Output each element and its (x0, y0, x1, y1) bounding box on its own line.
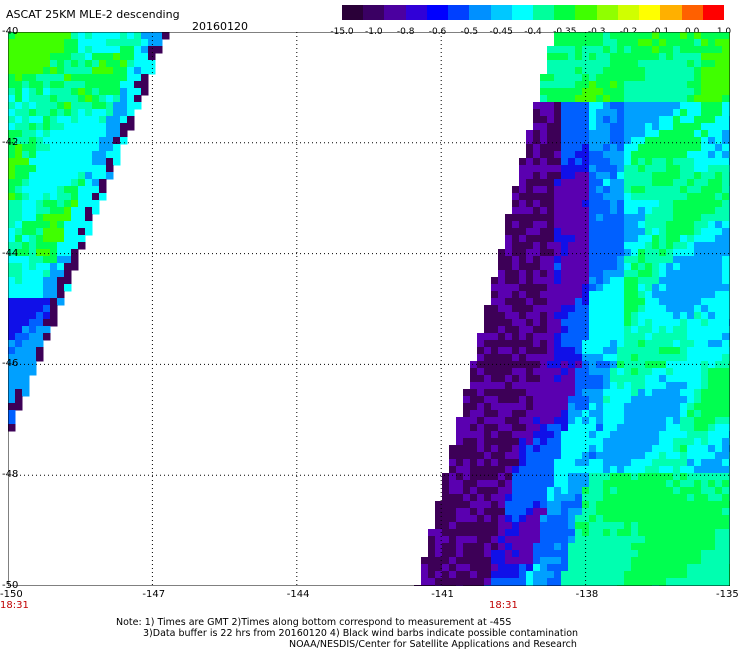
time-label: 18:31 (489, 600, 518, 611)
color-swatch (405, 5, 427, 20)
map-date: 20160120 (192, 20, 248, 33)
map-title: ASCAT 25KM MLE-2 descending (6, 8, 180, 21)
color-swatch (660, 5, 682, 20)
color-swatch (532, 5, 555, 20)
note-line-3: NOAA/NESDIS/Center for Satellite Applica… (289, 639, 577, 650)
time-label: 18:31 (0, 600, 29, 611)
lat-tick-label: -40 (2, 26, 19, 37)
note-line-1: Note: 1) Times are GMT 2)Times along bot… (116, 617, 512, 628)
lon-tick-label: -147 (142, 589, 166, 600)
lat-tick-label: -48 (2, 469, 19, 481)
color-swatch (490, 5, 512, 20)
color-swatch (681, 5, 703, 20)
lon-tick-label: -144 (286, 589, 310, 600)
note-line-2: 3)Data buffer is 22 hrs from 20160120 4)… (143, 628, 579, 639)
color-swatch (469, 5, 491, 20)
color-legend-bar (342, 5, 724, 20)
color-swatch (342, 5, 364, 20)
color-swatch (426, 5, 449, 20)
color-swatch (596, 5, 618, 20)
lat-tick-label: -50 (2, 580, 19, 591)
lon-tick-label: -135 (716, 589, 739, 600)
lon-tick-label: -141 (431, 589, 454, 600)
lat-lon-grid (8, 32, 730, 586)
lat-tick-label: -46 (2, 358, 19, 370)
swath-map (8, 32, 730, 586)
color-swatch (617, 5, 640, 20)
lon-tick-label: -150 (0, 589, 23, 600)
color-swatch (639, 5, 661, 20)
color-swatch (363, 5, 385, 20)
color-swatch (702, 5, 724, 20)
color-swatch (384, 5, 406, 20)
color-swatch (511, 5, 533, 20)
lon-tick-label: -138 (575, 589, 599, 600)
lat-tick-label: -42 (2, 136, 19, 148)
data-cells (8, 32, 730, 586)
color-swatch (554, 5, 576, 20)
footnote: Note: 1) Times are GMT 2)Times along bot… (116, 617, 578, 650)
color-swatch (448, 5, 470, 20)
lat-tick-label: -44 (2, 247, 19, 259)
color-swatch (575, 5, 597, 20)
